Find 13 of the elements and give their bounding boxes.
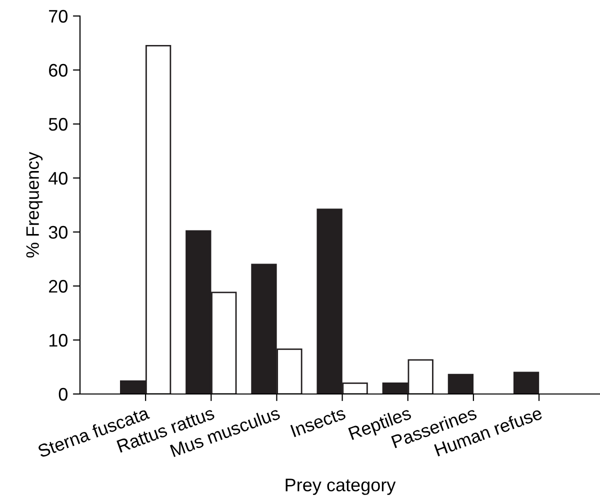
x-tick-label: Insects [290,406,346,438]
y-tick-label: 70 [49,10,68,23]
bar [513,372,540,394]
bar [448,374,474,394]
y-tick-label: 20 [49,280,68,293]
y-axis-title: % Frequency [26,152,43,258]
y-tick-label: 50 [48,118,68,131]
y-tick-label: 30 [48,226,68,239]
y-tick-label: 10 [49,334,68,347]
y-tick-label: 0 [58,388,68,401]
y-tick-label: 60 [49,64,68,77]
y-tick-label: 40 [48,172,68,185]
x-axis-title: Prey category [286,478,396,495]
